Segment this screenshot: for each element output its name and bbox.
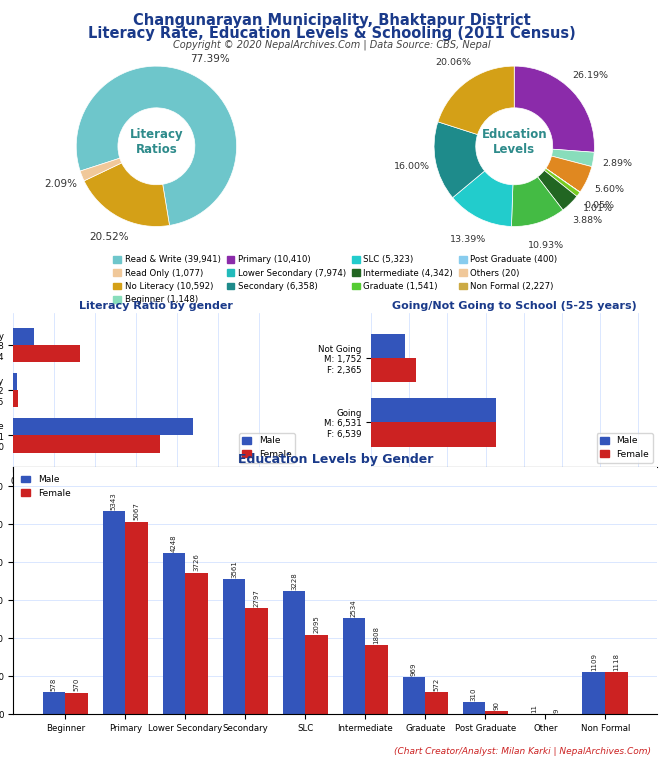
Text: 0.05%: 0.05% (585, 201, 615, 210)
Text: 1808: 1808 (374, 627, 380, 644)
Text: 13.39%: 13.39% (450, 236, 487, 244)
Text: Literacy
Ratios: Literacy Ratios (129, 128, 183, 157)
Bar (582, 672, 606, 714)
Wedge shape (546, 168, 580, 192)
Text: 570: 570 (74, 678, 80, 691)
Text: 578: 578 (51, 677, 57, 691)
Bar (185, 572, 208, 714)
Text: Education
Levels: Education Levels (481, 128, 547, 157)
Text: 5343: 5343 (111, 492, 117, 510)
Text: 969: 969 (411, 663, 417, 677)
Bar (13, 435, 160, 452)
Text: 1109: 1109 (591, 653, 597, 671)
Text: Copyright © 2020 NepalArchives.Com | Data Source: CBS, Nepal: Copyright © 2020 NepalArchives.Com | Dat… (173, 39, 491, 50)
Title: Going/Not Going to School (5-25 years): Going/Not Going to School (5-25 years) (392, 301, 637, 311)
Text: 2534: 2534 (351, 599, 357, 617)
Wedge shape (76, 66, 236, 225)
Bar (13, 373, 17, 390)
Wedge shape (552, 149, 594, 167)
Text: (Chart Creator/Analyst: Milan Karki | NepalArchives.Com): (Chart Creator/Analyst: Milan Karki | Ne… (394, 747, 651, 756)
Text: Literacy Rate, Education Levels & Schooling (2011 Census): Literacy Rate, Education Levels & School… (88, 26, 576, 41)
Text: 5.60%: 5.60% (594, 185, 624, 194)
Text: 3726: 3726 (194, 554, 200, 571)
Bar (606, 672, 628, 714)
Bar (13, 345, 80, 362)
Text: 2.89%: 2.89% (602, 159, 632, 168)
Text: 2095: 2095 (313, 616, 320, 634)
Bar (463, 703, 485, 714)
Bar (343, 618, 365, 714)
Text: 90: 90 (494, 700, 500, 710)
Text: 2.09%: 2.09% (44, 180, 78, 190)
Bar (222, 579, 245, 714)
Bar (163, 553, 185, 714)
Text: 20.06%: 20.06% (435, 58, 471, 67)
Text: 16.00%: 16.00% (394, 162, 430, 170)
Text: 20.52%: 20.52% (89, 232, 129, 243)
Wedge shape (438, 66, 514, 134)
Text: 2797: 2797 (254, 589, 260, 607)
Text: 26.19%: 26.19% (572, 71, 609, 80)
Text: 3228: 3228 (291, 573, 297, 591)
Wedge shape (453, 171, 513, 227)
Bar (371, 334, 404, 358)
Text: 4248: 4248 (171, 534, 177, 551)
Bar (305, 634, 328, 714)
Bar (485, 711, 508, 714)
Bar (365, 645, 388, 714)
Text: 310: 310 (471, 688, 477, 701)
Text: 3.88%: 3.88% (572, 217, 602, 225)
Bar (42, 692, 65, 714)
Title: Literacy Ratio by gender: Literacy Ratio by gender (80, 301, 233, 311)
Wedge shape (434, 122, 485, 197)
Text: 1.01%: 1.01% (582, 204, 613, 214)
Text: 572: 572 (434, 678, 440, 691)
Bar (65, 693, 88, 714)
Wedge shape (538, 170, 577, 210)
Text: 11: 11 (531, 703, 537, 713)
Legend: Male, Female: Male, Female (597, 433, 653, 462)
Wedge shape (80, 158, 122, 180)
Text: 77.39%: 77.39% (190, 54, 230, 64)
Text: 1118: 1118 (614, 653, 620, 670)
Bar (13, 328, 34, 345)
Legend: Male, Female: Male, Female (239, 433, 295, 462)
Wedge shape (546, 156, 592, 192)
Bar (402, 677, 426, 714)
Legend: Male, Female: Male, Female (18, 472, 74, 502)
Wedge shape (544, 168, 580, 197)
Text: 10.93%: 10.93% (528, 241, 564, 250)
Wedge shape (511, 177, 563, 227)
Bar (426, 693, 448, 714)
Bar (13, 419, 193, 435)
Wedge shape (514, 66, 594, 152)
Bar (371, 358, 416, 382)
Text: 9: 9 (554, 708, 560, 713)
Bar (245, 607, 268, 714)
Text: 5067: 5067 (133, 502, 139, 521)
Text: Changunarayan Municipality, Bhaktapur District: Changunarayan Municipality, Bhaktapur Di… (133, 13, 531, 28)
Bar (371, 422, 496, 446)
Bar (102, 511, 125, 714)
Bar (125, 521, 148, 714)
Bar (282, 591, 305, 714)
Wedge shape (84, 163, 169, 227)
Title: Education Levels by Gender: Education Levels by Gender (238, 453, 433, 466)
Legend: Read & Write (39,941), Read Only (1,077), No Literacy (10,592), Beginner (1,148): Read & Write (39,941), Read Only (1,077)… (112, 253, 559, 306)
Bar (371, 398, 496, 422)
Bar (13, 390, 18, 407)
Text: 3561: 3561 (231, 560, 237, 578)
